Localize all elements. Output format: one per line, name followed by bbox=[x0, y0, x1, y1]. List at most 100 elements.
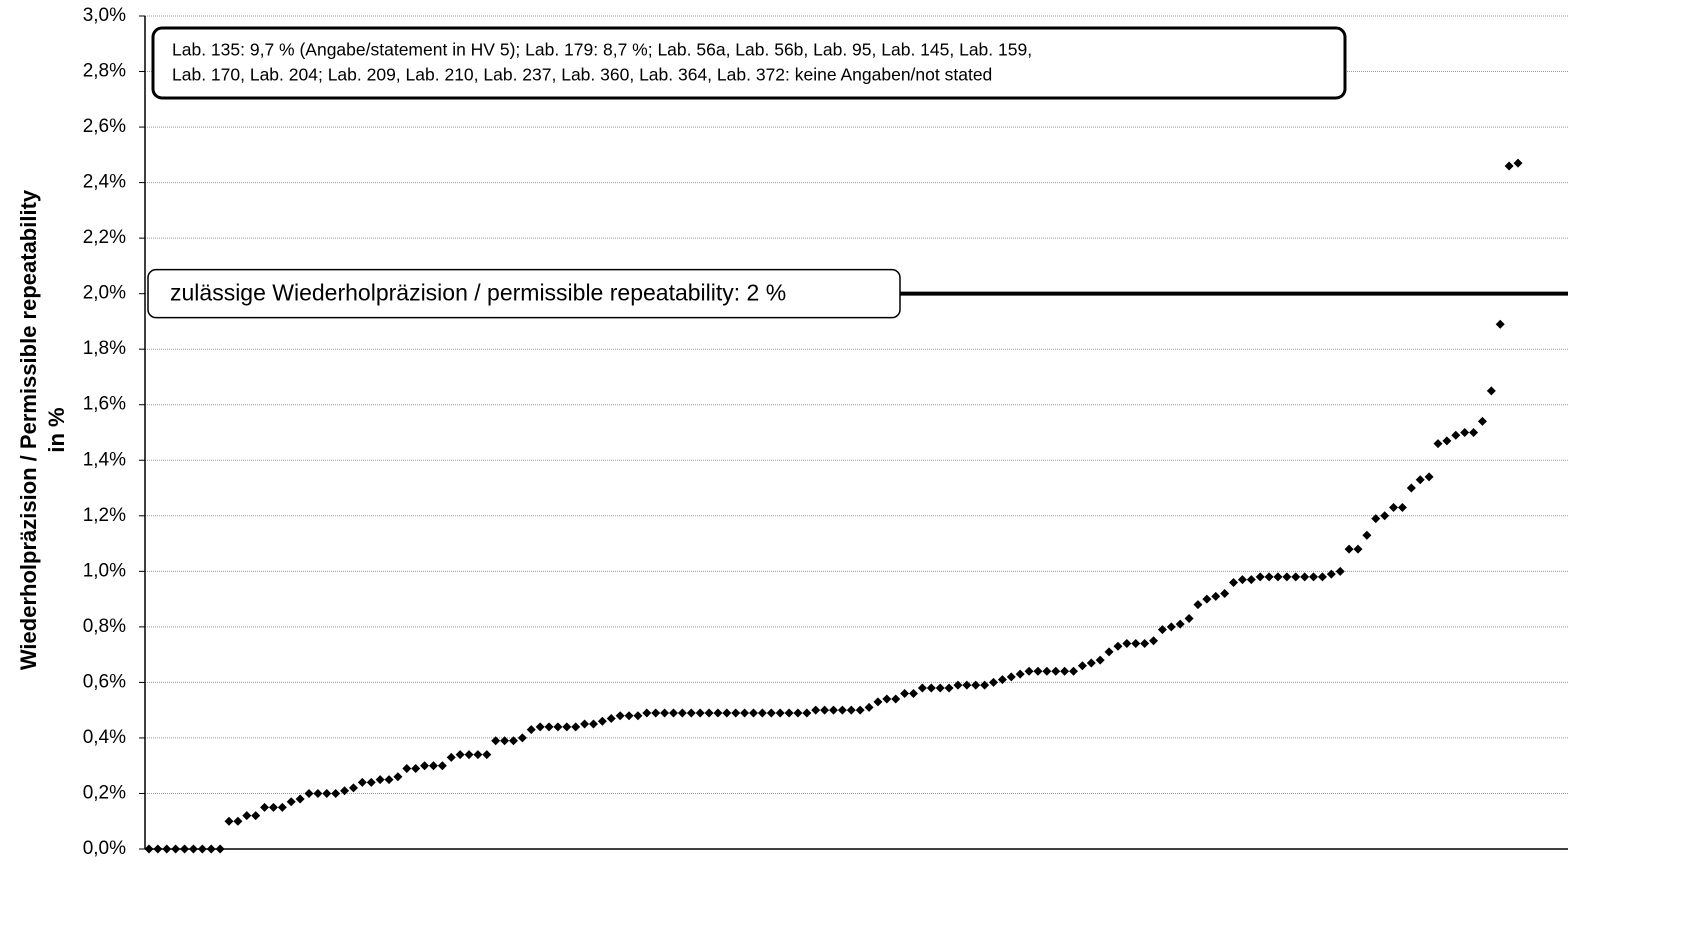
data-point bbox=[215, 844, 225, 854]
data-point bbox=[331, 788, 341, 798]
data-point bbox=[384, 775, 394, 785]
data-point bbox=[153, 844, 163, 854]
data-point bbox=[491, 736, 501, 746]
data-point bbox=[864, 702, 874, 712]
data-point bbox=[1513, 158, 1523, 168]
data-point bbox=[740, 708, 750, 718]
data-point bbox=[1193, 600, 1203, 610]
data-point bbox=[615, 711, 625, 721]
data-point bbox=[642, 708, 652, 718]
data-point bbox=[197, 844, 207, 854]
data-point bbox=[544, 722, 554, 732]
data-point bbox=[1229, 577, 1239, 587]
data-point bbox=[980, 680, 990, 690]
data-point bbox=[455, 750, 465, 760]
data-point bbox=[1069, 666, 1079, 676]
data-point bbox=[580, 719, 590, 729]
data-point bbox=[517, 733, 527, 743]
data-point bbox=[846, 705, 856, 715]
data-point bbox=[1415, 475, 1425, 485]
y-tick-label: 2,6% bbox=[83, 116, 126, 137]
data-point bbox=[1211, 591, 1221, 601]
data-point bbox=[1131, 639, 1141, 649]
data-point bbox=[1175, 619, 1185, 629]
y-tick-label: 1,8% bbox=[83, 338, 126, 359]
data-point bbox=[304, 788, 314, 798]
data-point bbox=[1220, 589, 1230, 599]
data-point bbox=[251, 811, 261, 821]
data-point bbox=[766, 708, 776, 718]
data-point bbox=[1166, 622, 1176, 632]
data-point bbox=[926, 683, 936, 693]
data-point bbox=[997, 675, 1007, 685]
data-point bbox=[295, 794, 305, 804]
data-point bbox=[588, 719, 598, 729]
data-point bbox=[224, 816, 234, 826]
data-point bbox=[1157, 625, 1167, 635]
y-tick-label: 2,2% bbox=[83, 227, 126, 248]
y-axis-title: Wiederholpräzision / Permissible repeata… bbox=[16, 189, 41, 670]
data-point bbox=[357, 777, 367, 787]
data-point bbox=[837, 705, 847, 715]
data-point bbox=[1300, 572, 1310, 582]
data-point bbox=[437, 761, 447, 771]
data-point bbox=[1504, 161, 1514, 171]
data-point bbox=[340, 786, 350, 796]
reference-label-box bbox=[147, 268, 901, 319]
data-point bbox=[1477, 416, 1487, 426]
data-point bbox=[1246, 575, 1256, 585]
data-point bbox=[233, 816, 243, 826]
data-point bbox=[366, 777, 376, 787]
data-point bbox=[793, 708, 803, 718]
data-point bbox=[206, 844, 216, 854]
data-point bbox=[562, 722, 572, 732]
data-point bbox=[624, 711, 634, 721]
data-point bbox=[597, 716, 607, 726]
data-point bbox=[526, 725, 536, 735]
data-point bbox=[1184, 614, 1194, 624]
data-point bbox=[277, 802, 287, 812]
data-point bbox=[1344, 544, 1354, 554]
data-point bbox=[917, 683, 927, 693]
y-tick-label: 2,0% bbox=[83, 283, 126, 304]
data-point bbox=[971, 680, 981, 690]
data-point bbox=[260, 802, 270, 812]
data-point bbox=[891, 694, 901, 704]
y-tick-label: 2,4% bbox=[83, 172, 126, 193]
data-point bbox=[1077, 661, 1087, 671]
data-point bbox=[775, 708, 785, 718]
data-point bbox=[757, 708, 767, 718]
data-point bbox=[1460, 428, 1470, 437]
data-point bbox=[1397, 502, 1407, 512]
y-tick-label: 2,8% bbox=[83, 61, 126, 82]
data-point bbox=[1495, 319, 1505, 329]
data-point bbox=[873, 697, 883, 707]
annotation-text: Lab. 170, Lab. 204; Lab. 209, Lab. 210, … bbox=[172, 65, 992, 85]
data-point bbox=[1353, 544, 1363, 554]
data-point bbox=[1442, 436, 1452, 446]
data-point bbox=[802, 708, 812, 718]
data-point bbox=[695, 708, 705, 718]
y-tick-label: 1,0% bbox=[83, 560, 126, 581]
y-axis-title: in % bbox=[44, 407, 69, 452]
data-point bbox=[402, 763, 412, 773]
data-point bbox=[162, 844, 172, 854]
data-point bbox=[1264, 572, 1274, 582]
data-point bbox=[1486, 386, 1496, 396]
data-point bbox=[1006, 672, 1016, 682]
data-point bbox=[882, 694, 892, 704]
data-point bbox=[420, 761, 430, 771]
data-point bbox=[1451, 430, 1461, 440]
data-point bbox=[1371, 514, 1381, 524]
data-point bbox=[1291, 572, 1301, 582]
data-point bbox=[411, 763, 421, 773]
data-point bbox=[348, 783, 358, 793]
annotation-box bbox=[151, 26, 1347, 100]
data-point bbox=[1042, 666, 1052, 676]
data-point bbox=[1389, 502, 1399, 512]
data-point bbox=[1309, 572, 1319, 582]
data-point bbox=[935, 683, 945, 693]
data-point bbox=[1051, 666, 1061, 676]
data-point bbox=[242, 811, 252, 821]
